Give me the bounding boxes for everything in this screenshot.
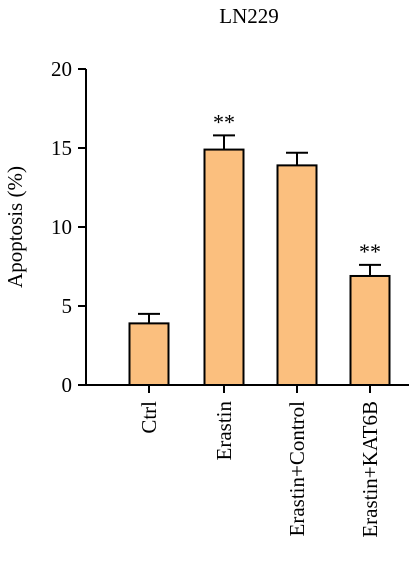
y-axis-label: Apoptosis (%) bbox=[3, 166, 27, 288]
y-tick-label: 10 bbox=[51, 215, 72, 239]
significance-label: ** bbox=[359, 239, 381, 264]
bar bbox=[203, 148, 245, 386]
category-label: Erastin bbox=[212, 401, 236, 461]
y-tick-label: 20 bbox=[51, 57, 72, 81]
axes: 0 5 10 15 20 Ctrl Erastin Erastin+Control Erasti… bbox=[51, 57, 409, 538]
significance-label: ** bbox=[213, 109, 235, 134]
y-tick-label: 0 bbox=[62, 373, 73, 397]
category-label: Erastin+Control bbox=[285, 401, 309, 537]
bar bbox=[349, 274, 391, 387]
bar bbox=[128, 322, 170, 387]
y-tick-label: 15 bbox=[51, 136, 72, 160]
chart-title: LN229 bbox=[219, 4, 279, 28]
category-label: Ctrl bbox=[137, 401, 161, 434]
bars: ** ** bbox=[128, 109, 391, 387]
category-label: Erastin+KAT6B bbox=[358, 401, 382, 538]
bar bbox=[276, 164, 318, 386]
y-tick-label: 5 bbox=[62, 294, 73, 318]
